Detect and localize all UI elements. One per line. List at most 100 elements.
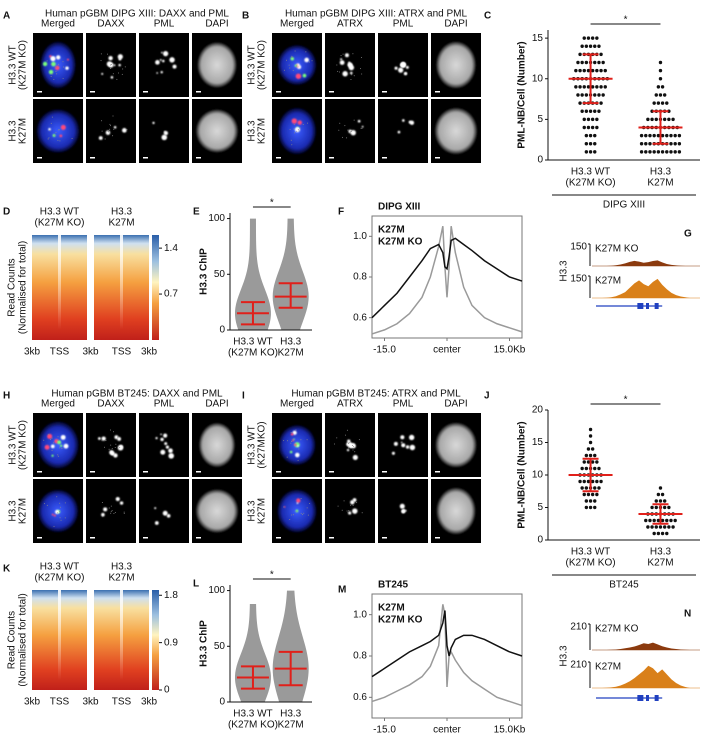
row-label: (K27M KO) (18, 420, 29, 470)
nuclear-body (117, 437, 122, 441)
nuclear-body (56, 55, 61, 60)
speckle (122, 68, 124, 70)
panel-label: E (193, 207, 200, 218)
y-axis-label: PML-NB/Cell (Number) (517, 41, 528, 148)
row-label: H3.3 (8, 500, 19, 522)
data-point (656, 518, 661, 523)
panel-title: Human pGBM BT245: ATRX and PML (291, 389, 461, 400)
row-label: K27M (18, 118, 29, 144)
speckle (47, 138, 49, 140)
nuclear-body (295, 73, 302, 79)
speckle (305, 51, 307, 53)
speckle (351, 444, 353, 446)
nuclear-body (119, 501, 124, 505)
data-point (578, 52, 582, 57)
y-tick-label: 1.0 (353, 231, 367, 242)
nucleus (195, 109, 239, 153)
column-header: DAXX (97, 19, 125, 30)
data-point (660, 85, 665, 89)
nuclear-body (117, 54, 123, 60)
data-point (593, 93, 597, 97)
speckle (298, 448, 300, 450)
micrograph (378, 99, 428, 163)
panel-label: B (242, 11, 249, 22)
data-point (584, 142, 589, 146)
speckle (337, 505, 339, 507)
nuclear-body (293, 438, 295, 440)
micrograph (86, 99, 136, 163)
colorbar-tick-label: 0.9 (164, 637, 178, 648)
data-point (658, 77, 663, 81)
nuclear-body (118, 57, 122, 61)
speckle (103, 446, 105, 448)
data-point (593, 150, 597, 154)
chart-title: DIPG XIII (378, 202, 420, 213)
nuclear-body (401, 443, 406, 448)
speckle (358, 439, 360, 441)
data-point (588, 142, 593, 146)
nuclear-body (400, 435, 405, 440)
data-point (603, 68, 607, 73)
nuclear-body (402, 119, 405, 122)
data-point (644, 150, 648, 154)
nuclear-body (397, 130, 401, 134)
data-point (654, 117, 658, 122)
nucleus (36, 421, 80, 469)
y-tick-label: 50 (214, 641, 226, 652)
speckle (121, 73, 123, 75)
row-label: H3.3 (247, 500, 258, 522)
data-point (593, 44, 597, 48)
speckle (108, 507, 110, 509)
scale-bar (37, 91, 42, 93)
nuclear-body (42, 61, 48, 67)
nuclear-body (44, 444, 50, 450)
row-label: (K27M KO) (257, 40, 268, 90)
nuclear-body (289, 450, 293, 454)
speckle (286, 456, 288, 458)
speckle (48, 137, 50, 139)
column-header: DAPI (205, 399, 228, 410)
data-point (590, 68, 595, 73)
speckle (287, 440, 289, 442)
nucleus (197, 42, 237, 88)
speckle (361, 127, 363, 129)
speckle (296, 130, 298, 132)
nuclear-body (342, 71, 348, 77)
nuclear-body (352, 454, 358, 461)
data-point (593, 142, 597, 146)
y-axis-label: H3.3 (559, 645, 570, 667)
speckle (59, 510, 61, 512)
scale-bar (143, 91, 148, 93)
panel-title: Human pGBM DIPG XIII: DAXX and PML (45, 9, 229, 20)
speckle (283, 440, 285, 442)
data-point (671, 525, 675, 529)
tss-enrichment (120, 235, 123, 330)
nucleus (434, 107, 478, 155)
nucleus (39, 41, 77, 89)
data-point (582, 460, 586, 464)
speckle (337, 70, 339, 72)
nuclear-body (160, 437, 164, 442)
speckle (336, 437, 338, 439)
speckle (53, 78, 55, 80)
speckle (58, 129, 60, 131)
data-point (644, 518, 648, 523)
nuclear-body (154, 521, 159, 525)
y-tick-label: 0.6 (353, 692, 367, 703)
speckle (62, 61, 64, 63)
speckle (345, 434, 347, 436)
data-point (580, 486, 584, 490)
nuclear-body (408, 434, 415, 441)
nuclear-body (155, 437, 158, 440)
data-point (644, 133, 648, 138)
data-point (574, 85, 578, 89)
speckle (347, 512, 349, 514)
speckle (100, 60, 102, 62)
x-tick-label: TSS (112, 697, 132, 708)
profile-line (371, 610, 523, 678)
x-tick-label: H3.3 (650, 547, 672, 558)
data-point (576, 60, 580, 65)
nuclear-body (65, 66, 69, 70)
nuclear-body (117, 445, 124, 451)
data-point (648, 150, 652, 154)
